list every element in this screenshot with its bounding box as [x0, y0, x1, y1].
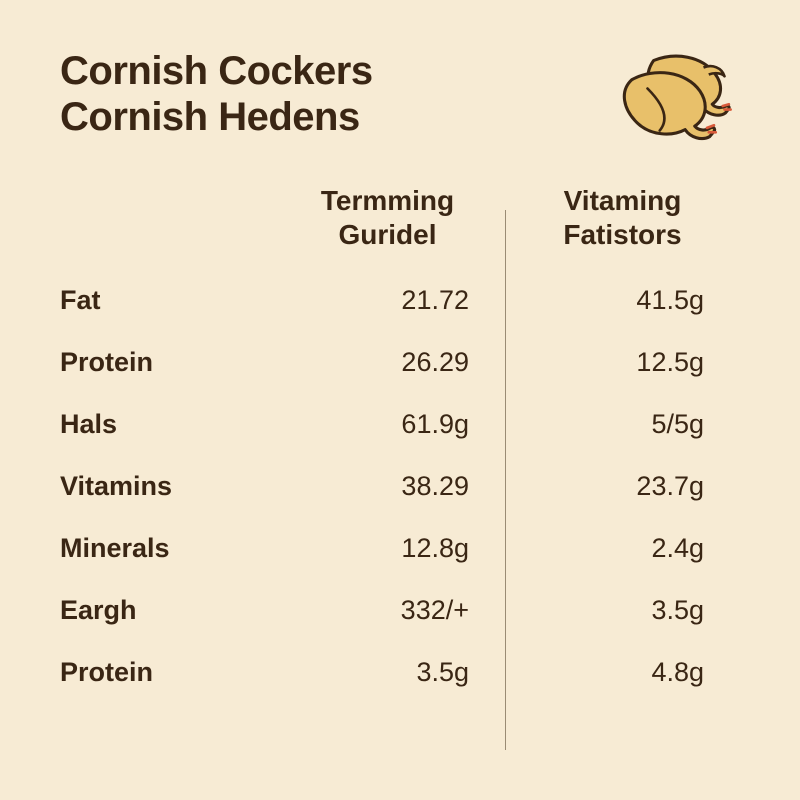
- row-label: Hals: [60, 409, 270, 440]
- col3-line1: Vitaming: [564, 185, 682, 216]
- table-header: Termming Guridel Vitaming Fatistors: [60, 184, 748, 251]
- row-value-2: 2.4g: [505, 533, 740, 564]
- row-value-1: 3.5g: [270, 657, 505, 688]
- col3-line2: Fatistors: [563, 219, 681, 250]
- row-label: Eargh: [60, 595, 270, 626]
- row-label: Vitamins: [60, 471, 270, 502]
- row-value-1: 21.72: [270, 285, 505, 316]
- row-label: Fat: [60, 285, 270, 316]
- row-value-2: 4.8g: [505, 657, 740, 688]
- row-label: Protein: [60, 657, 270, 688]
- row-value-1: 26.29: [270, 347, 505, 378]
- table-body: Fat21.7241.5gProtein26.2912.5gHals61.9g5…: [60, 269, 748, 703]
- table-row: Minerals12.8g2.4g: [60, 517, 748, 579]
- table-row: Protein26.2912.5g: [60, 331, 748, 393]
- table-row: Fat21.7241.5g: [60, 269, 748, 331]
- table-row: Protein3.5g4.8g: [60, 641, 748, 703]
- column-divider: [505, 210, 506, 750]
- row-value-2: 41.5g: [505, 285, 740, 316]
- col-header-2: Termming Guridel: [270, 184, 505, 251]
- header-row: Cornish Cockers Cornish Hedens: [60, 48, 748, 148]
- row-value-2: 5/5g: [505, 409, 740, 440]
- chicken-icon: [603, 43, 748, 148]
- table-row: Vitamins38.2923.7g: [60, 455, 748, 517]
- row-label: Protein: [60, 347, 270, 378]
- col-header-empty: [60, 184, 270, 251]
- table-row: Hals61.9g5/5g: [60, 393, 748, 455]
- nutrition-card: Cornish Cockers Cornish Hedens: [0, 0, 800, 800]
- title-line-1: Cornish Cockers: [60, 49, 373, 93]
- row-value-1: 12.8g: [270, 533, 505, 564]
- nutrition-table: Termming Guridel Vitaming Fatistors Fat2…: [60, 184, 748, 703]
- row-value-1: 332/+: [270, 595, 505, 626]
- row-value-2: 23.7g: [505, 471, 740, 502]
- row-value-1: 61.9g: [270, 409, 505, 440]
- title-line-2: Cornish Hedens: [60, 95, 360, 139]
- page-title: Cornish Cockers Cornish Hedens: [60, 48, 373, 140]
- table-row: Eargh332/+3.5g: [60, 579, 748, 641]
- col2-line1: Termming: [321, 185, 454, 216]
- row-label: Minerals: [60, 533, 270, 564]
- row-value-2: 12.5g: [505, 347, 740, 378]
- col2-line2: Guridel: [338, 219, 436, 250]
- row-value-2: 3.5g: [505, 595, 740, 626]
- col-header-3: Vitaming Fatistors: [505, 184, 740, 251]
- row-value-1: 38.29: [270, 471, 505, 502]
